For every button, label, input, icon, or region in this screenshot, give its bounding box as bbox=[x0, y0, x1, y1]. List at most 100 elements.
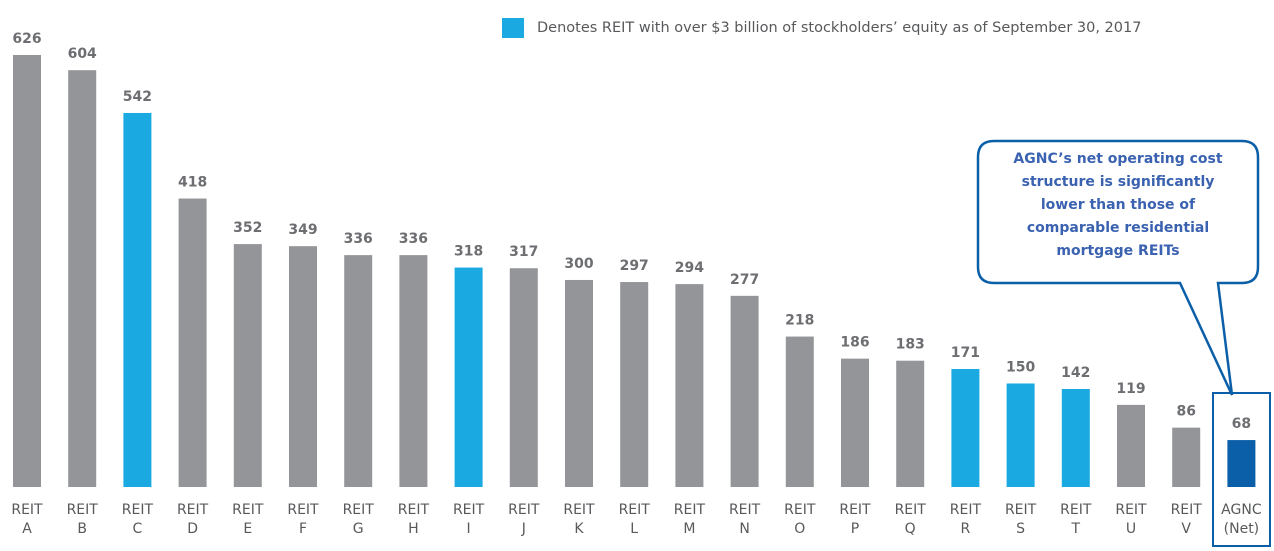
value-label: 297 bbox=[620, 258, 649, 274]
value-label: 317 bbox=[509, 244, 538, 260]
legend-label: Denotes REIT with over $3 billion of sto… bbox=[537, 20, 1141, 36]
x-tick-label: REIT bbox=[1115, 502, 1147, 518]
value-label: 294 bbox=[675, 260, 704, 276]
bar bbox=[123, 112, 152, 487]
x-tick-label: REIT bbox=[563, 502, 595, 518]
x-tick-label: T bbox=[1071, 521, 1081, 537]
x-tick-label: S bbox=[1016, 521, 1025, 537]
annotation-line: comparable residential bbox=[1027, 220, 1209, 236]
bar bbox=[896, 360, 925, 487]
x-tick-label: REIT bbox=[232, 502, 264, 518]
bar bbox=[1227, 440, 1256, 487]
x-tick-label: REIT bbox=[287, 502, 319, 518]
x-tick-label: REIT bbox=[343, 502, 375, 518]
x-tick-label: D bbox=[187, 521, 198, 537]
x-tick-label: (Net) bbox=[1224, 521, 1260, 537]
value-label: 418 bbox=[178, 175, 207, 191]
value-label: 183 bbox=[896, 337, 925, 353]
bar bbox=[399, 255, 428, 487]
value-label: 68 bbox=[1232, 416, 1251, 432]
x-tick-label: J bbox=[521, 521, 526, 537]
x-tick-label: H bbox=[408, 521, 419, 537]
callout-bubble bbox=[976, 139, 1260, 396]
x-tick-label: REIT bbox=[674, 502, 706, 518]
bar bbox=[233, 244, 262, 487]
x-tick-label: E bbox=[243, 521, 252, 537]
bar bbox=[951, 368, 980, 487]
annotation-line: AGNC’s net operating cost bbox=[1013, 151, 1222, 167]
bar bbox=[1117, 404, 1145, 487]
value-label: 218 bbox=[785, 313, 814, 329]
x-tick-label: REIT bbox=[950, 502, 982, 518]
x-tick-label: P bbox=[851, 521, 859, 537]
bar bbox=[1172, 427, 1201, 487]
bar bbox=[344, 255, 373, 487]
bar bbox=[841, 358, 869, 487]
x-tick-label: REIT bbox=[729, 502, 761, 518]
x-tick-label: K bbox=[574, 521, 584, 537]
x-tick-label: REIT bbox=[784, 502, 816, 518]
value-label: 318 bbox=[454, 244, 483, 260]
bar bbox=[68, 70, 97, 488]
bar bbox=[620, 282, 649, 487]
x-tick-label: REIT bbox=[177, 502, 209, 518]
value-label: 352 bbox=[233, 220, 262, 236]
x-tick-label: I bbox=[467, 521, 471, 537]
bar bbox=[1061, 389, 1090, 487]
bar bbox=[289, 246, 317, 487]
value-label: 336 bbox=[399, 231, 428, 247]
x-tick-label: REIT bbox=[508, 502, 540, 518]
annotation-line: lower than those of bbox=[1041, 197, 1196, 213]
value-label: 604 bbox=[68, 46, 97, 62]
x-tick-label: L bbox=[630, 521, 638, 537]
value-label: 300 bbox=[564, 256, 593, 272]
legend-swatch bbox=[502, 18, 524, 38]
x-tick-label: REIT bbox=[453, 502, 485, 518]
value-label: 86 bbox=[1176, 404, 1195, 420]
bar bbox=[509, 268, 538, 487]
value-label: 349 bbox=[288, 222, 317, 238]
x-tick-label: REIT bbox=[1171, 502, 1203, 518]
x-tick-label: V bbox=[1181, 521, 1191, 537]
x-tick-label: REIT bbox=[895, 502, 927, 518]
x-tick-label: M bbox=[683, 521, 695, 537]
x-tick-label: REIT bbox=[1060, 502, 1092, 518]
x-tick-label: REIT bbox=[398, 502, 430, 518]
bar bbox=[13, 55, 41, 487]
x-tick-label: R bbox=[961, 521, 971, 537]
value-label: 186 bbox=[840, 335, 869, 351]
bar bbox=[1006, 383, 1035, 487]
value-label: 626 bbox=[12, 31, 41, 47]
bar bbox=[178, 198, 207, 488]
x-tick-label: C bbox=[133, 521, 143, 537]
x-tick-label: REIT bbox=[1005, 502, 1037, 518]
x-tick-label: REIT bbox=[67, 502, 99, 518]
value-label: 277 bbox=[730, 272, 759, 288]
annotation-line: structure is significantly bbox=[1022, 174, 1215, 190]
bar bbox=[675, 284, 704, 487]
annotation-line: mortgage REITs bbox=[1056, 243, 1179, 259]
x-tick-label: REIT bbox=[839, 502, 871, 518]
x-tick-label: B bbox=[77, 521, 87, 537]
x-tick-label: N bbox=[739, 521, 749, 537]
bar bbox=[730, 295, 759, 487]
x-tick-label: G bbox=[353, 521, 364, 537]
x-tick-label: Q bbox=[905, 521, 916, 537]
bar bbox=[565, 279, 593, 487]
x-tick-label: REIT bbox=[122, 502, 154, 518]
x-tick-label: F bbox=[299, 521, 307, 537]
x-tick-label: O bbox=[794, 521, 805, 537]
x-tick-label: REIT bbox=[11, 502, 43, 518]
value-label: 542 bbox=[123, 89, 152, 105]
x-tick-label: U bbox=[1126, 521, 1136, 537]
bar bbox=[785, 336, 814, 487]
x-tick-label: AGNC bbox=[1221, 502, 1262, 518]
value-label: 119 bbox=[1116, 381, 1145, 397]
value-label: 336 bbox=[344, 231, 373, 247]
value-label: 171 bbox=[951, 345, 980, 361]
highlight-box bbox=[1212, 392, 1271, 547]
x-tick-label: REIT bbox=[619, 502, 651, 518]
bar bbox=[454, 267, 483, 487]
x-tick-label: A bbox=[22, 521, 32, 537]
